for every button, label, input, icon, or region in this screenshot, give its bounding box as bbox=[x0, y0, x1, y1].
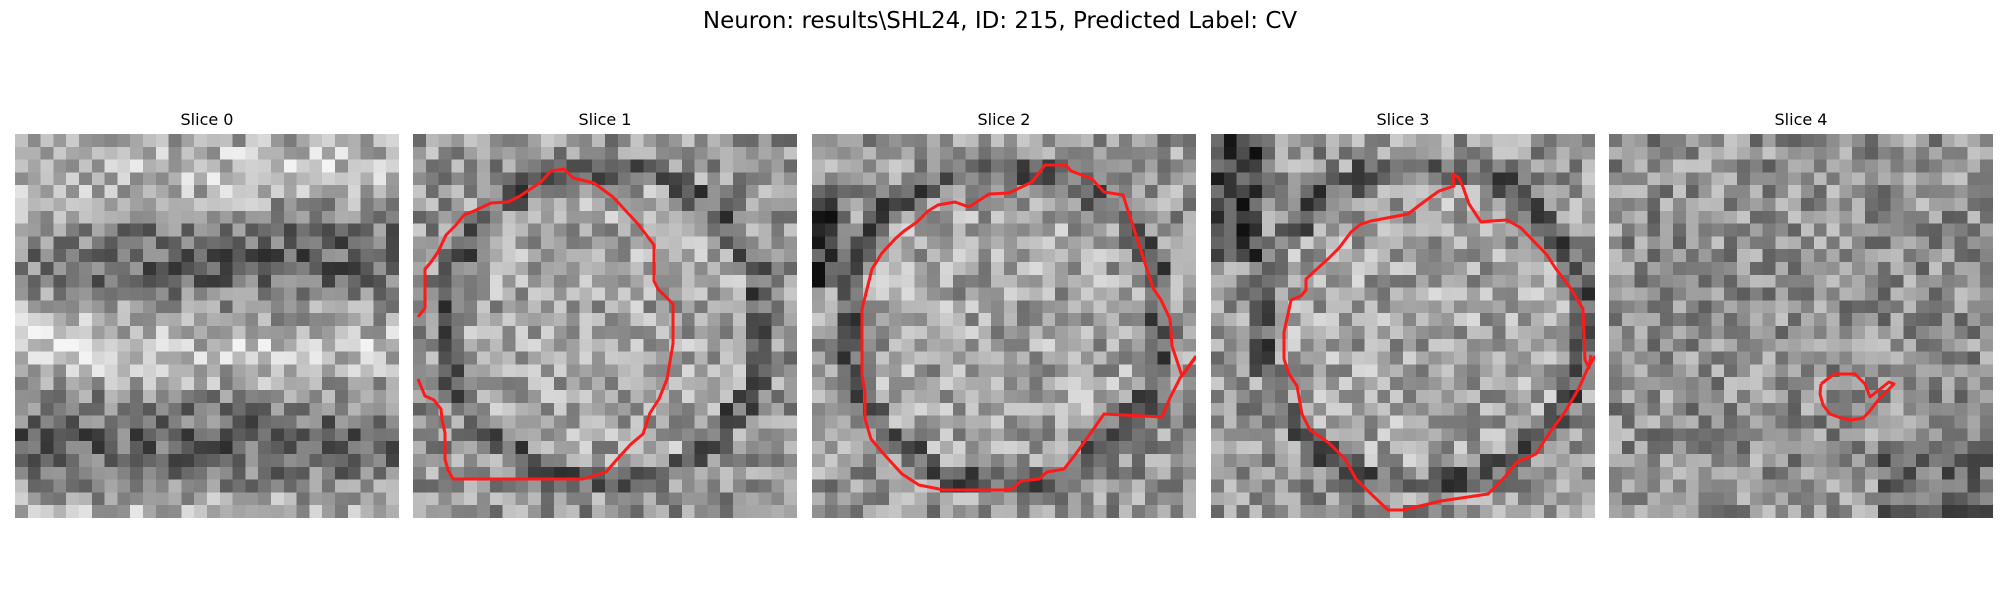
slice-image bbox=[15, 134, 399, 518]
grayscale-patch bbox=[1211, 134, 1595, 518]
slice-panel-3: Slice 3 bbox=[1211, 108, 1595, 518]
figure-title: Neuron: results\SHL24, ID: 215, Predicte… bbox=[702, 8, 1298, 34]
grayscale-patch bbox=[812, 134, 1196, 518]
segmentation-contour bbox=[1282, 172, 1595, 512]
slice-panel-2: Slice 2 bbox=[812, 108, 1196, 518]
grayscale-patch bbox=[15, 134, 399, 518]
contour-line bbox=[860, 163, 1196, 492]
segmentation-contour bbox=[860, 163, 1196, 492]
slice-title: Slice 0 bbox=[180, 110, 234, 129]
slice-image bbox=[413, 134, 797, 518]
slice-image bbox=[1609, 134, 1993, 518]
contour-line bbox=[416, 167, 675, 481]
contour-line bbox=[1818, 372, 1896, 422]
slice-panel-1: Slice 1 bbox=[413, 108, 797, 518]
grayscale-patch bbox=[413, 134, 797, 518]
grayscale-patch bbox=[1609, 134, 1993, 518]
slice-image bbox=[812, 134, 1196, 518]
slice-image bbox=[1211, 134, 1595, 518]
slice-title: Slice 4 bbox=[1774, 110, 1828, 129]
segmentation-contour bbox=[416, 167, 675, 481]
slice-title: Slice 2 bbox=[977, 110, 1031, 129]
slice-panel-4: Slice 4 bbox=[1609, 108, 1993, 518]
slice-panel-0: Slice 0 bbox=[15, 108, 399, 518]
slice-title: Slice 3 bbox=[1376, 110, 1430, 129]
contour-line bbox=[1282, 172, 1595, 512]
slice-title: Slice 1 bbox=[578, 110, 632, 129]
segmentation-contour bbox=[1818, 372, 1896, 422]
